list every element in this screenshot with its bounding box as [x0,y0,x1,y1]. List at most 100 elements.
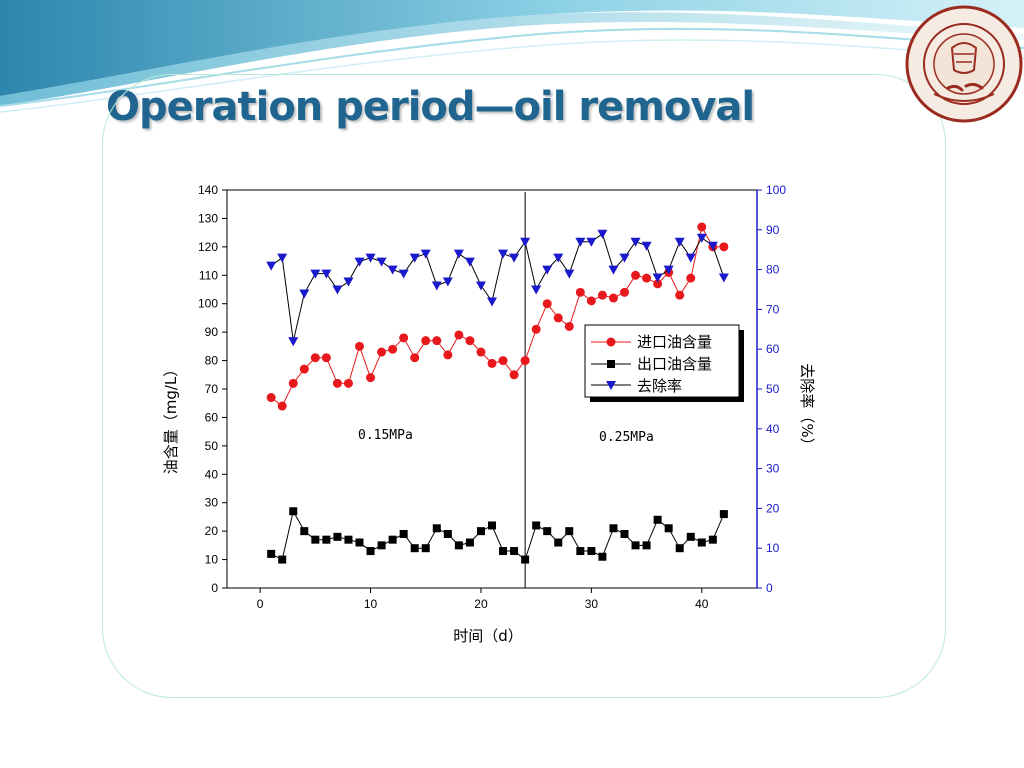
removal-point [652,273,663,283]
inlet-point [443,350,453,360]
outlet-point [355,538,364,547]
inlet-point [697,222,707,232]
inlet-point [653,279,663,289]
inlet-point [531,324,541,334]
removal-point [475,281,486,291]
inlet-point [575,287,585,297]
outlet-point [311,535,320,544]
inlet-point [266,393,276,403]
outlet-point [443,529,452,538]
outlet-point [388,535,397,544]
y-left-tick-label: 40 [205,467,219,481]
inlet-point [465,336,475,346]
y-right-tick-label: 100 [766,183,786,197]
removal-point [707,241,718,251]
inlet-point [288,378,298,388]
outlet-point [675,544,684,553]
inlet-point [542,299,552,309]
y-left-tick-label: 60 [205,410,219,424]
inlet-point [399,333,409,343]
outlet-point [278,555,287,564]
removal-point [409,253,420,263]
outlet-point [399,529,408,538]
inlet-point [719,242,729,252]
inlet-point [642,273,652,283]
oil-removal-chart: 0102030405060708090100110120130140010203… [162,183,816,645]
legend-item-outlet: 出口油含量 [591,355,712,373]
outlet-point [333,532,342,541]
annotation-025mpa: 0.25MPa [599,430,654,445]
removal-point [288,337,299,347]
removal-point [343,277,354,287]
removal-point [619,253,630,263]
removal-point [520,237,531,247]
removal-point [641,241,652,251]
removal-point [332,285,343,295]
y-axis-right-label: 去除率（%） [798,363,816,452]
y-left-tick-label: 120 [198,240,218,254]
legend-label-removal: 去除率 [637,377,682,395]
legend-item-inlet: 进口油含量 [591,333,712,351]
removal-point [453,249,464,259]
outlet-point [598,552,607,561]
outlet-point [366,547,375,556]
inlet-point [553,313,563,323]
y-left-tick-label: 90 [205,325,219,339]
inlet-point [476,347,486,357]
y-right-tick-label: 40 [766,422,780,436]
y-left-tick-label: 10 [205,553,219,567]
y-right-tick-label: 90 [766,223,780,237]
y-left-tick-label: 50 [205,439,219,453]
outlet-point [576,547,585,556]
y-right-tick-label: 30 [766,462,780,476]
inlet-point [454,330,464,340]
outlet-point [377,541,386,550]
removal-point [398,269,409,279]
removal-point [674,237,685,247]
removal-point [376,257,387,267]
removal-point [321,269,332,279]
slide-title: Operation period—oil removal [106,84,755,130]
y-left-tick-label: 110 [199,268,218,282]
outlet-point [344,535,353,544]
removal-point [464,257,475,267]
inlet-point [564,321,574,331]
chart-legend: 进口油含量 出口油含量 去除率 [584,324,744,402]
outlet-point [322,535,331,544]
outlet-point [454,541,463,550]
y-left-tick-label: 30 [205,496,219,510]
inlet-point [675,290,685,300]
outlet-point [510,547,519,556]
y-left-tick-label: 80 [205,354,219,368]
removal-point [299,289,310,299]
removal-point [575,237,586,247]
removal-point [442,277,453,287]
removal-point [266,261,277,271]
outlet-point [543,527,552,536]
removal-point [564,269,575,279]
inlet-point [355,341,364,351]
removal-point [310,269,321,279]
inlet-point [410,353,420,363]
outlet-point [421,544,430,553]
y-right-tick-label: 50 [766,382,780,396]
inlet-point [631,270,641,280]
outlet-point [267,549,276,558]
removal-point [608,265,619,275]
removal-point [597,229,608,239]
removal-point [718,273,729,283]
outlet-point [465,538,474,547]
removal-point [365,253,376,263]
x-axis-label: 时间（d） [453,627,523,645]
removal-point [531,285,542,295]
outlet-point [521,555,530,564]
outlet-point [642,541,651,550]
outlet-point [476,527,485,536]
outlet-point [686,532,695,541]
outlet-point [631,541,640,550]
inlet-point [332,378,342,388]
y-left-tick-label: 0 [211,581,218,595]
removal-point [586,237,597,247]
inlet-point [321,353,331,363]
inlet-point [608,293,618,303]
